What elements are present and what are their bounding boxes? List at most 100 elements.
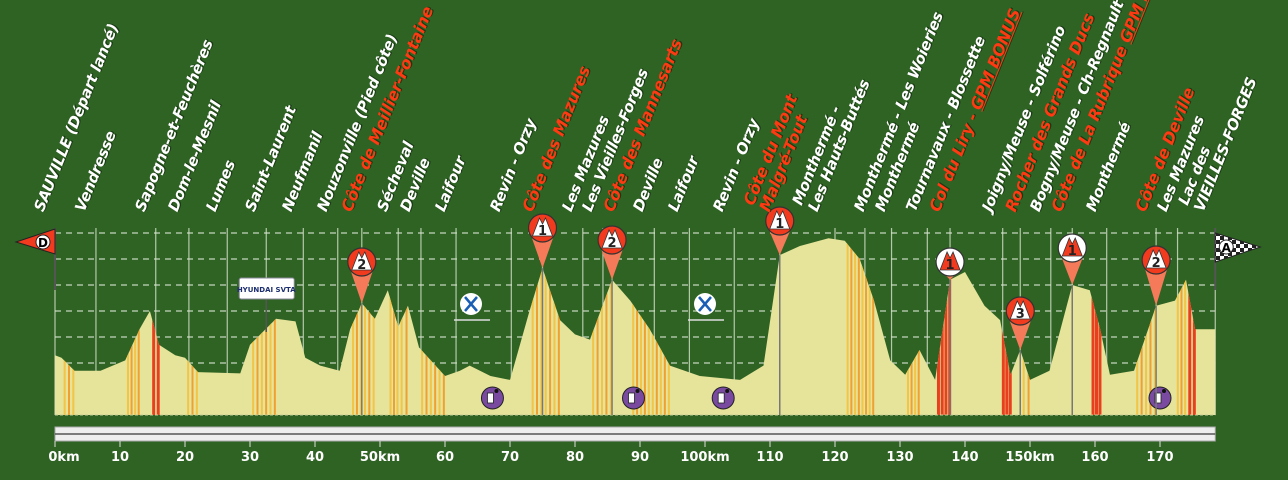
mountain-icon — [1061, 237, 1083, 257]
gradient-stripe — [1180, 238, 1183, 415]
profile-area — [55, 238, 1216, 415]
gradient-stripe — [352, 238, 355, 415]
gradient-stripe — [1091, 238, 1095, 415]
gradient-stripe — [553, 238, 556, 415]
gradient-stripe — [549, 238, 552, 415]
climb-pointer — [1144, 266, 1169, 306]
gradient-stripe — [260, 238, 263, 415]
gradient-stripe — [910, 238, 913, 415]
cutlery-icon — [464, 296, 478, 312]
gradient-stripe — [667, 238, 670, 415]
gradient-stripe — [393, 238, 395, 415]
gradient-stripe — [865, 238, 868, 415]
climb-category: 1 — [946, 258, 955, 273]
gradient-stripe — [609, 238, 612, 415]
climb-pointer — [1008, 317, 1033, 350]
km-label: 120 — [821, 450, 849, 465]
gradient-stripe — [868, 238, 871, 415]
gradient-stripe — [872, 238, 875, 415]
finish-flag-letter: A — [1222, 241, 1232, 255]
gradient-stripe — [363, 238, 366, 415]
mountain-icon — [601, 229, 623, 249]
climb-category: 2 — [608, 236, 617, 251]
gradient-stripe — [1095, 238, 1098, 415]
km-label: 70 — [500, 450, 520, 465]
gradient-stripe — [273, 238, 276, 415]
km-label: 150km — [1005, 450, 1055, 465]
gradient-stripe — [854, 238, 857, 415]
person-icon — [725, 389, 730, 393]
gradient-stripe — [1192, 238, 1196, 415]
mountain-icon — [1145, 249, 1167, 269]
gradient-stripe — [389, 238, 392, 415]
person-icon — [635, 389, 640, 393]
gradient-stripe — [540, 238, 543, 415]
gradient-stripe — [372, 238, 375, 415]
trash-bin-icon — [1154, 392, 1162, 404]
km-label: 50km — [359, 450, 401, 465]
km-label: 20 — [175, 450, 195, 465]
climb-category: 2 — [357, 258, 366, 273]
gradient-stripe — [531, 238, 534, 415]
finish-flag-circle — [1218, 239, 1234, 255]
sponsor-text: HYUNDAI SVTA — [237, 286, 296, 294]
gradient-stripe — [126, 238, 129, 415]
gradient-stripe — [557, 238, 560, 415]
gradient-stripe — [1153, 238, 1156, 415]
climb-pointer — [600, 246, 625, 280]
climb-pointer — [1060, 254, 1085, 285]
km-label: 110 — [756, 450, 784, 465]
gradient-stripe — [944, 238, 948, 415]
gradient-stripe — [596, 238, 599, 415]
km-label: 140 — [951, 450, 979, 465]
gradient-stripe — [195, 238, 198, 415]
mountain-icon — [1009, 300, 1031, 320]
climb-pointer — [349, 268, 374, 304]
gradient-stripe — [940, 238, 944, 415]
mountain-icon — [531, 217, 554, 237]
gradient-stripe — [857, 238, 860, 415]
km-label: 10 — [110, 450, 130, 465]
km-label: 100km — [680, 450, 730, 465]
gradient-stripe — [536, 238, 538, 415]
mountain-icon — [939, 251, 961, 271]
gradient-stripe — [1140, 238, 1143, 415]
gradient-stripe — [396, 238, 399, 415]
gradient-stripe — [643, 238, 646, 415]
gradient-stripe — [355, 238, 358, 415]
trash-bin-icon — [487, 392, 494, 404]
km-label: 160 — [1081, 450, 1109, 465]
gradient-stripe — [640, 238, 642, 415]
trash-bin-icon — [628, 392, 635, 404]
km-label: 30 — [240, 450, 260, 465]
gradient-stripe — [605, 238, 608, 415]
cutlery-icon — [698, 296, 712, 312]
gradient-stripe — [269, 238, 272, 415]
km-label: 80 — [565, 450, 585, 465]
km-label: 60 — [435, 450, 455, 465]
gradient-stripe — [632, 238, 635, 415]
gradient-stripe — [544, 238, 547, 415]
gradient-stripe — [850, 238, 853, 415]
start-flag-circle — [35, 234, 51, 250]
person-icon — [494, 389, 499, 393]
gradient-stripe — [405, 238, 408, 415]
gradient-stripe — [1149, 238, 1152, 415]
gradient-stripe — [359, 238, 362, 415]
gradient-stripe — [63, 238, 66, 415]
gradient-stripe — [400, 238, 403, 415]
gradient-stripe — [1188, 238, 1192, 415]
start-flag-letter: D — [38, 236, 48, 250]
mountain-icon — [769, 210, 791, 230]
gradient-stripe — [861, 238, 864, 415]
gradient-stripe — [601, 238, 603, 415]
climb-category: 1 — [1068, 244, 1077, 259]
climb-category: 1 — [538, 224, 547, 239]
km-label: 170 — [1146, 450, 1174, 465]
trash-bin-icon — [717, 392, 725, 404]
climb-category: 3 — [1016, 307, 1025, 322]
gradient-stripe — [1184, 238, 1187, 415]
gradient-stripe — [636, 238, 639, 415]
